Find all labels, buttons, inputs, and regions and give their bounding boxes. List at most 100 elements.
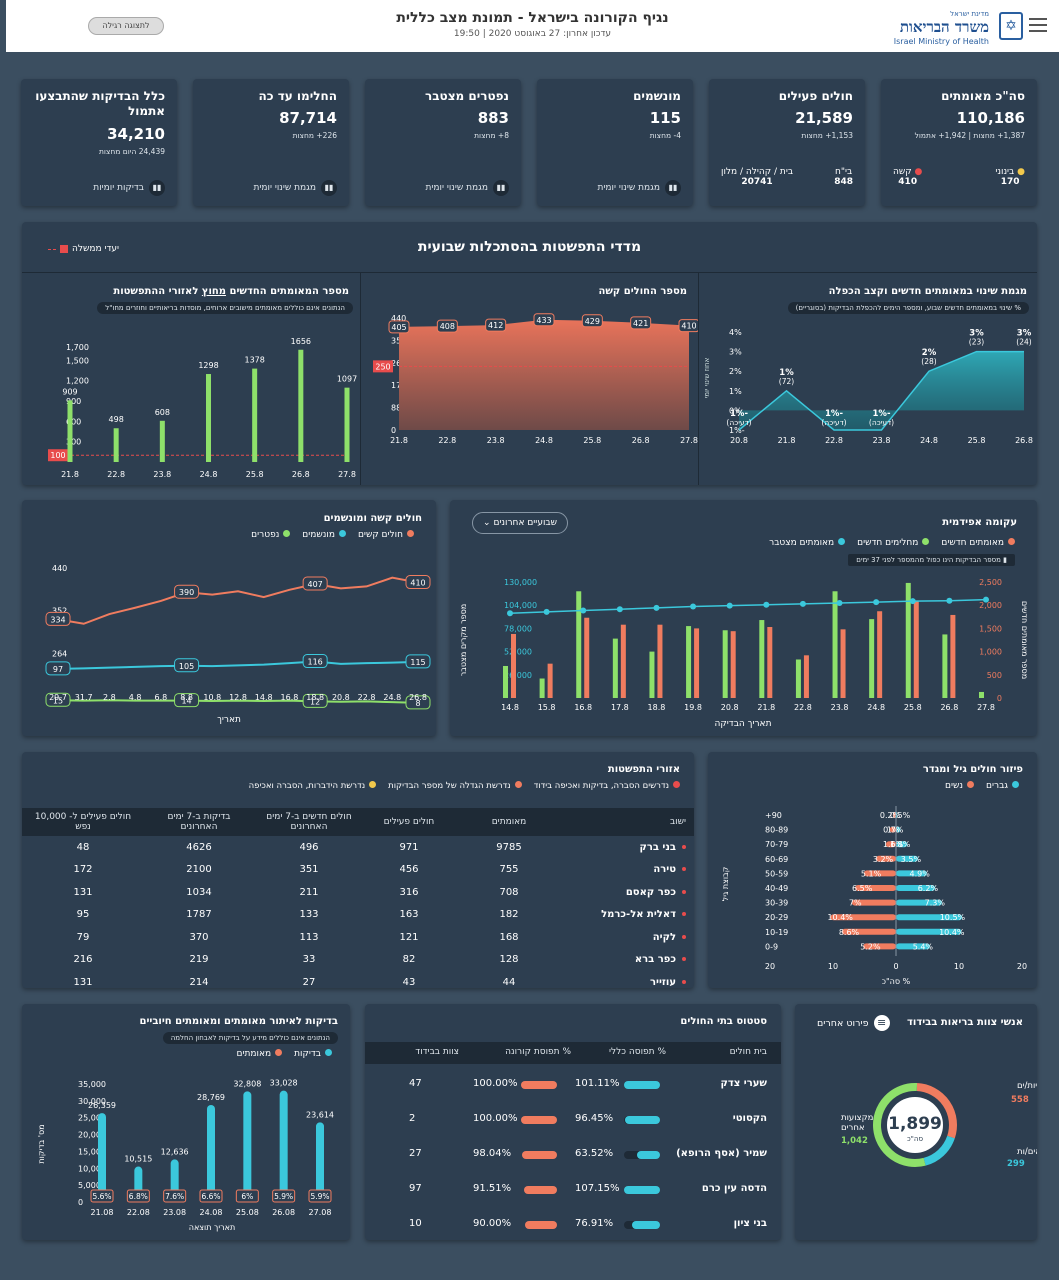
daily-trend-button[interactable]: ▮▮ בדיקות יומיות <box>93 180 165 196</box>
city-name: כפר ברא <box>564 949 694 972</box>
x-tick: 20.8 <box>721 703 739 712</box>
bar-new-cases <box>657 624 663 698</box>
bar-female <box>830 914 896 921</box>
daily-trend-button[interactable]: ▮▮ מגמת שינוי יומית <box>597 180 681 196</box>
daily-trend-button[interactable]: ▮▮ מגמת שינוי יומית <box>425 180 509 196</box>
x-tick: 12.8 <box>229 693 247 702</box>
x-tick: 24.8 <box>383 693 401 702</box>
bar-female <box>855 885 896 891</box>
table-row[interactable]: לקיה 168 121 113 370 79 <box>22 926 694 949</box>
data-callout <box>45 611 71 626</box>
list-icon: ≡ <box>873 1015 890 1031</box>
hospital-row[interactable]: שמיר (אסף הרופא) 63.52% 98.04% 27 <box>365 1146 781 1166</box>
data-label: 97 <box>53 665 63 674</box>
y-axis-label: מספר מאומתים חדשים <box>1020 601 1029 679</box>
data-point <box>983 596 989 603</box>
age-gender-legend: גברים נשים <box>945 781 1019 791</box>
data-point <box>836 599 843 606</box>
data-sublabel: (28) <box>921 357 936 366</box>
y-axis-label: מס' בדיקות <box>37 1124 46 1163</box>
x-tick: 18.8 <box>306 693 324 702</box>
bar <box>159 420 165 462</box>
hospital-row[interactable]: הקסוטי 96.45% 100.00% 2 <box>365 1111 781 1131</box>
cell-value: 216 <box>73 954 93 966</box>
y-tick: 1,500 <box>979 624 1002 633</box>
top-header: ✡ מדינת ישראל משרד הבריאות Israel Minist… <box>6 0 1059 52</box>
x-tick: 27.8 <box>338 470 356 479</box>
data-label: 407 <box>308 580 323 589</box>
data-label: 3% <box>1017 329 1032 339</box>
bar-recovered <box>942 634 948 698</box>
daily-trend-button[interactable]: ▮▮ מגמת שינוי יומית <box>253 180 337 196</box>
x-tick: 22.8 <box>358 693 376 702</box>
regular-view-button[interactable]: לתצוגה רגילה <box>88 17 164 35</box>
data-callout <box>302 654 328 669</box>
ministry-logo[interactable]: מדינת ישראל משרד הבריאות Israel Ministry… <box>893 10 989 46</box>
chevron-down-icon: ⌄ <box>483 518 491 528</box>
data-callout <box>302 693 328 708</box>
positive-rate-callout <box>126 1189 150 1203</box>
x-tick: 27.8 <box>680 436 698 445</box>
data-label: 390 <box>179 588 194 597</box>
bar-new-cases <box>913 600 919 698</box>
kpi-label: נפטרים מצטבר <box>425 89 509 103</box>
other-label: אחרים <box>841 1123 865 1133</box>
general-occupancy-bar <box>625 1116 660 1124</box>
other-details-button[interactable]: ≡ פירוט אחרים <box>817 1015 890 1031</box>
legend-item: נפטרים <box>251 530 290 540</box>
staff-isolated-value: 97 <box>409 1183 422 1194</box>
column-header: צוות בבידוד <box>415 1047 459 1057</box>
x-tick: 18.8 <box>648 703 666 712</box>
x-axis-label: תאריך <box>217 715 241 725</box>
table-row[interactable]: טירה 755 456 351 2100 172 <box>22 859 694 882</box>
bar-new-cases <box>547 663 553 698</box>
hospital-name: שערי צדק <box>720 1078 767 1089</box>
age-gender-chart: 90+ 0.5%0.2% 80-89 1%0.7% 70-79 1.6%1.8% 60-69… <box>721 806 1027 986</box>
data-label: 1298 <box>198 361 218 370</box>
staff-isolated-value: 10 <box>409 1218 422 1229</box>
cell-value: 95 <box>76 909 90 921</box>
y-tick: 40-49 <box>765 884 788 893</box>
column-header: חולים פעילים ל- 10,000 נפש <box>22 808 144 836</box>
cell-value: 316 <box>399 886 419 898</box>
period-dropdown[interactable]: שבועיים אחרונים ⌄ <box>472 512 568 534</box>
data-sublabel: (24) <box>1016 338 1031 347</box>
bar-chart-icon: ▮▮ <box>149 180 165 196</box>
kpi-delta: 8+ מחצות <box>474 131 509 140</box>
data-label: 6.5% <box>852 884 873 893</box>
bar-female <box>889 826 896 833</box>
y-axis-label: אחוז שינוי יומי <box>703 357 711 398</box>
cell-value: 44 <box>502 976 516 988</box>
data-label: 410 <box>681 322 696 331</box>
data-label: 433 <box>536 316 551 325</box>
table-row[interactable]: כפר קאסם 708 316 211 1034 131 <box>22 881 694 904</box>
table-row[interactable]: בני ברק 9785 971 496 4626 48 <box>22 836 694 859</box>
hospital-row[interactable]: הדסה עין כרם 107.15% 91.51% 97 <box>365 1181 781 1201</box>
table-row[interactable]: כפר ברא 128 82 33 219 216 <box>22 949 694 972</box>
positive-rate-callout <box>272 1189 296 1203</box>
hospital-row[interactable]: בני ציון 76.91% 90.00% 10 <box>365 1216 781 1236</box>
data-point <box>763 601 770 608</box>
data-sublabel: (23) <box>969 338 984 347</box>
x-tick: 16.8 <box>281 693 299 702</box>
last-updated: עדכון אחרון: 27 באוגוסט 2020 | 19:50 <box>453 29 612 39</box>
table-row[interactable]: עוזייר 44 43 27 214 131 <box>22 971 694 988</box>
hospitals-table: שערי צדק 101.11% 100.00% 47 הקסוטי 96.45% 100.… <box>365 1066 781 1240</box>
kpi-delta: 24,439 היום מחצות <box>98 147 165 156</box>
bar-new-cases <box>840 629 846 698</box>
bar-new-cases <box>620 624 626 698</box>
y-tick: 2,000 <box>979 601 1002 610</box>
column-header: בית חולים <box>729 1047 767 1057</box>
goal-marker <box>48 449 68 462</box>
x-tick: 21.8 <box>390 436 408 445</box>
bar-recovered <box>503 665 508 698</box>
hospital-row[interactable]: שערי צדק 101.11% 100.00% 47 <box>365 1076 781 1096</box>
data-label: 405 <box>391 323 406 332</box>
epidemic-curve-note: ▮ מספר הבדיקות הינו כפול מהמספר לפני 37 … <box>848 554 1015 566</box>
data-callout <box>174 693 200 708</box>
table-row[interactable]: דאלית אל-כרמל 182 163 133 1787 95 <box>22 904 694 927</box>
total-staff-value: 1,899 <box>888 1114 942 1134</box>
covid-occupancy-bar <box>524 1221 557 1229</box>
hamburger-menu-icon[interactable] <box>1029 18 1047 36</box>
positive-rate-label: 5.9% <box>274 1192 293 1201</box>
